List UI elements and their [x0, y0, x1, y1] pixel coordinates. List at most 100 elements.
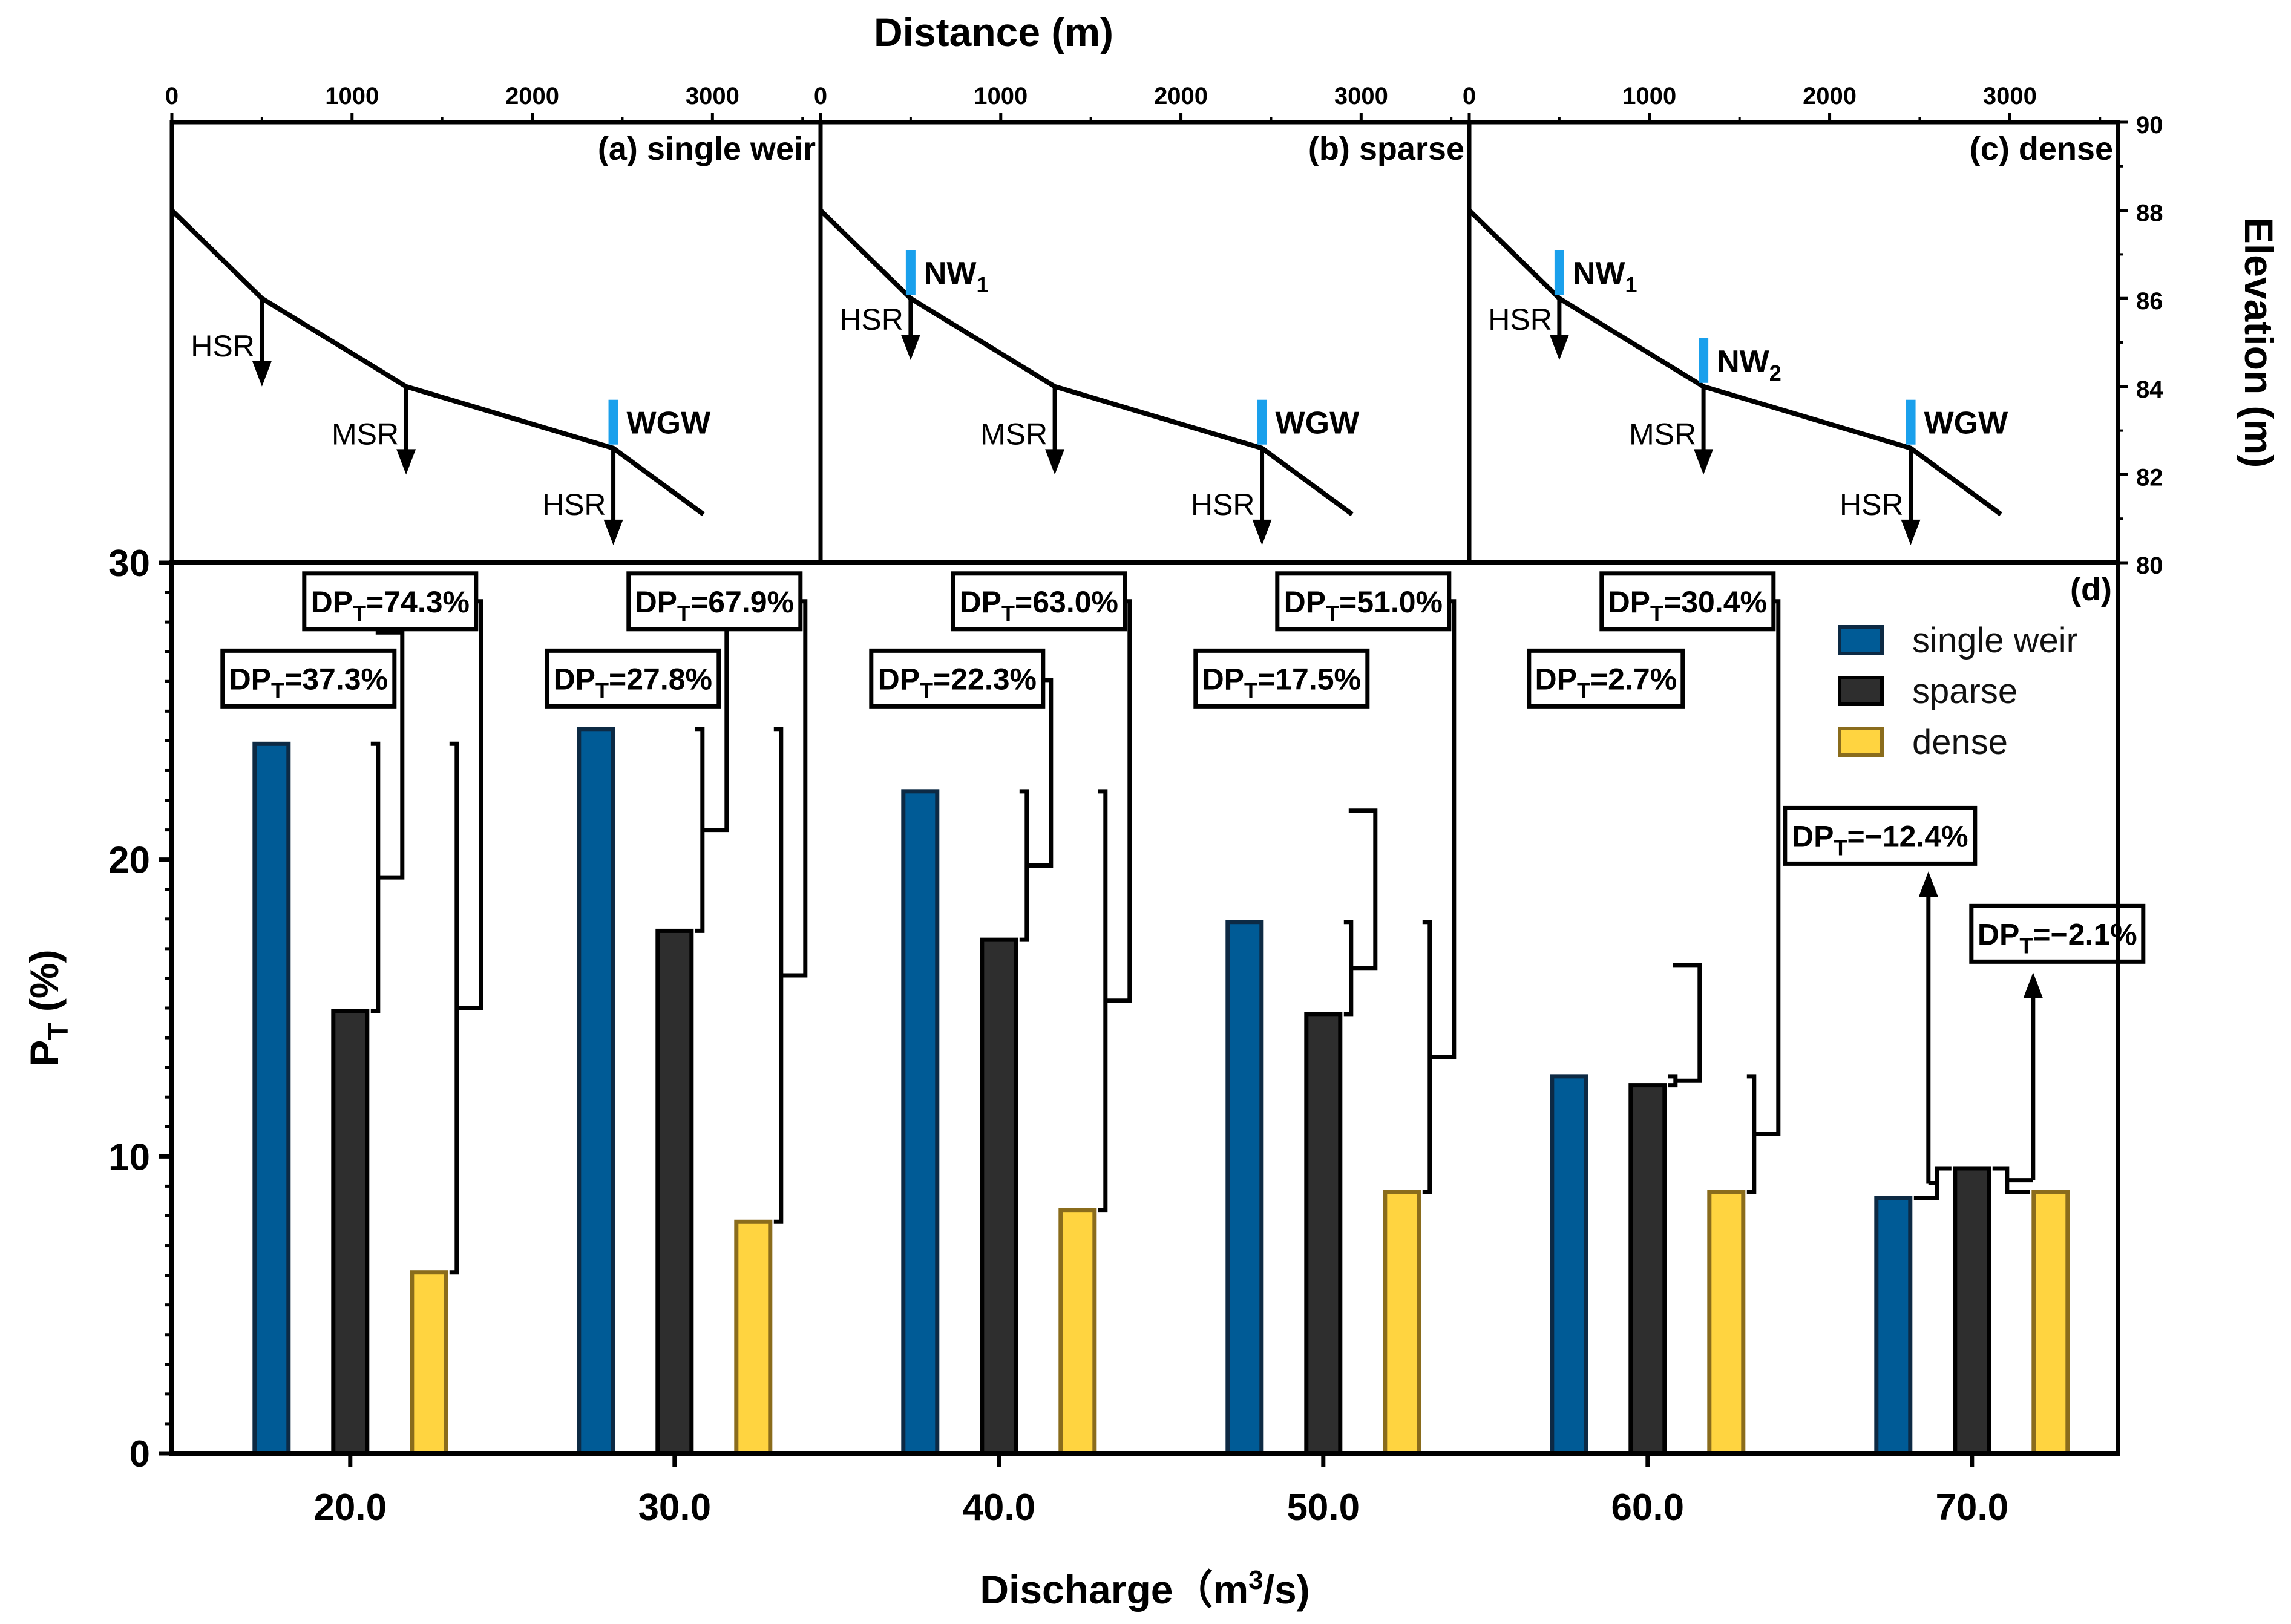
dpt-value: =30.4% [1663, 585, 1767, 619]
weir-marker [608, 399, 618, 445]
dpt-annotation-text: DPT=30.4% [1608, 585, 1767, 626]
bar-sparse [655, 928, 694, 1456]
y-title-main: P [22, 1040, 67, 1067]
site-arrow-head [1549, 335, 1569, 361]
panel-label: (d) [2070, 571, 2112, 607]
dpt-annotation-box [1275, 571, 1452, 632]
bar-sparse [1304, 1012, 1343, 1456]
site-arrow-head [900, 335, 920, 361]
dpt-annotation-text: DPT=37.3% [229, 662, 388, 702]
y-tick-label: 0 [129, 1433, 150, 1475]
weir-name: NW [1573, 256, 1626, 291]
weir-label: NW2 [1717, 344, 1781, 385]
weir-marker [1699, 338, 1709, 383]
x-title-main: Discharge（m [980, 1567, 1248, 1612]
legend-swatch [1838, 727, 1884, 757]
weir-subscript: 1 [977, 272, 989, 297]
legend-label: dense [1912, 722, 2008, 762]
dpt-annotation-text: DPT=−12.4% [1792, 819, 1968, 860]
dpt-subscript: T [920, 678, 933, 702]
top-x-tick-label: 2000 [505, 83, 559, 110]
bar-dense [1707, 1190, 1746, 1456]
dpt-value: =22.3% [933, 662, 1037, 696]
dpt-label: DP [878, 662, 920, 696]
y-tick-label: 10 [108, 1136, 150, 1178]
site-label: HSR [839, 303, 903, 336]
bar-single-weir [252, 741, 291, 1456]
weir-marker [1906, 399, 1916, 445]
dpt-subscript: T [2019, 933, 2033, 958]
site-arrow-head [1901, 519, 1921, 545]
dpt-subscript: T [1577, 678, 1590, 702]
dpt-annotation-text: DPT=22.3% [878, 662, 1037, 702]
top-x-tick-label: 3000 [1983, 83, 2037, 110]
dpt-leader-inner [375, 630, 405, 880]
bar-single-weir [1874, 1196, 1913, 1456]
dpt-label: DP [1792, 819, 1834, 853]
top-x-tick-label: 0 [814, 83, 827, 110]
legend-label: sparse [1912, 672, 2017, 711]
dpt-label: DP [554, 662, 595, 696]
dpt-annotation-box [951, 571, 1127, 632]
dpt-annotation-box [1783, 805, 1978, 866]
dpt-subscript: T [271, 678, 284, 702]
dpt-value: =63.0% [1015, 585, 1118, 619]
weir-label: NW1 [1573, 256, 1637, 297]
bar-single-weir [1550, 1074, 1588, 1456]
weir-name: NW [1717, 344, 1770, 379]
bar-sparse [1628, 1083, 1667, 1456]
top-x-tick-label: 1000 [974, 83, 1028, 110]
dpt-value: =17.5% [1257, 662, 1361, 696]
x-title-end: /s) [1263, 1567, 1310, 1612]
dpt-value: =37.3% [284, 662, 388, 696]
elevation-tick-label: 80 [2136, 552, 2163, 579]
bar-single-weir [1225, 920, 1264, 1456]
weir-name: WGW [1924, 406, 2009, 441]
dpt-value: =27.8% [609, 662, 712, 696]
dpt-label: DP [960, 585, 1001, 619]
dpt-annotation-text: DPT=63.0% [960, 585, 1118, 626]
dpt-label: DP [229, 662, 271, 696]
dpt-subscript: T [677, 601, 690, 626]
weir-label: WGW [1276, 406, 1360, 441]
panel-label: (a) single weir [598, 131, 816, 167]
dpt-annotation-text: DPT=2.7% [1535, 662, 1677, 702]
dpt-value: =−12.4% [1847, 819, 1968, 853]
legend-swatch [1838, 676, 1884, 706]
x-tick-label: 60.0 [1611, 1487, 1684, 1528]
dpt-value: =2.7% [1590, 662, 1677, 696]
dpt-leader-inner [1673, 963, 1702, 1083]
dpt-subscript: T [1834, 835, 1847, 860]
dpt-subscript: T [353, 601, 366, 626]
elevation-tick-label: 84 [2136, 376, 2163, 403]
dpt-subscript: T [1001, 601, 1015, 626]
top-x-axis-title: Distance (m) [874, 10, 1113, 54]
dpt-value: =74.3% [366, 585, 470, 619]
top-x-tick-label: 1000 [1622, 83, 1676, 110]
x-title-superscript: 3 [1248, 1565, 1263, 1595]
x-tick-label: 30.0 [638, 1487, 711, 1528]
site-label: HSR [1488, 303, 1552, 336]
elevation-tick-label: 86 [2136, 288, 2163, 315]
dpt-label: DP [1284, 585, 1326, 619]
dpt-annotation-text: DPT=27.8% [554, 662, 712, 702]
bar-dense [2031, 1190, 2070, 1456]
dpt-label: DP [635, 585, 677, 619]
weir-marker [905, 250, 916, 295]
dpt-subscript: T [1326, 601, 1339, 626]
top-x-tick-label: 2000 [1154, 83, 1208, 110]
dpt-label: DP [1202, 662, 1244, 696]
dpt-annotation-text: DPT=74.3% [311, 585, 470, 626]
dpt-annotation-text: DPT=51.0% [1284, 585, 1443, 626]
site-arrow-head [603, 519, 623, 545]
y-tick-label: 20 [108, 840, 150, 882]
dpt-annotation-box [626, 571, 803, 632]
dpt-leader-inner [1348, 808, 1378, 971]
dpt-annotation-box [1193, 648, 1370, 709]
dpt-label: DP [1608, 585, 1650, 619]
weir-marker [1554, 250, 1564, 295]
x-tick-label: 50.0 [1286, 1487, 1360, 1528]
dpt-annotation-box [869, 648, 1046, 709]
top-x-tick-label: 0 [165, 83, 179, 110]
